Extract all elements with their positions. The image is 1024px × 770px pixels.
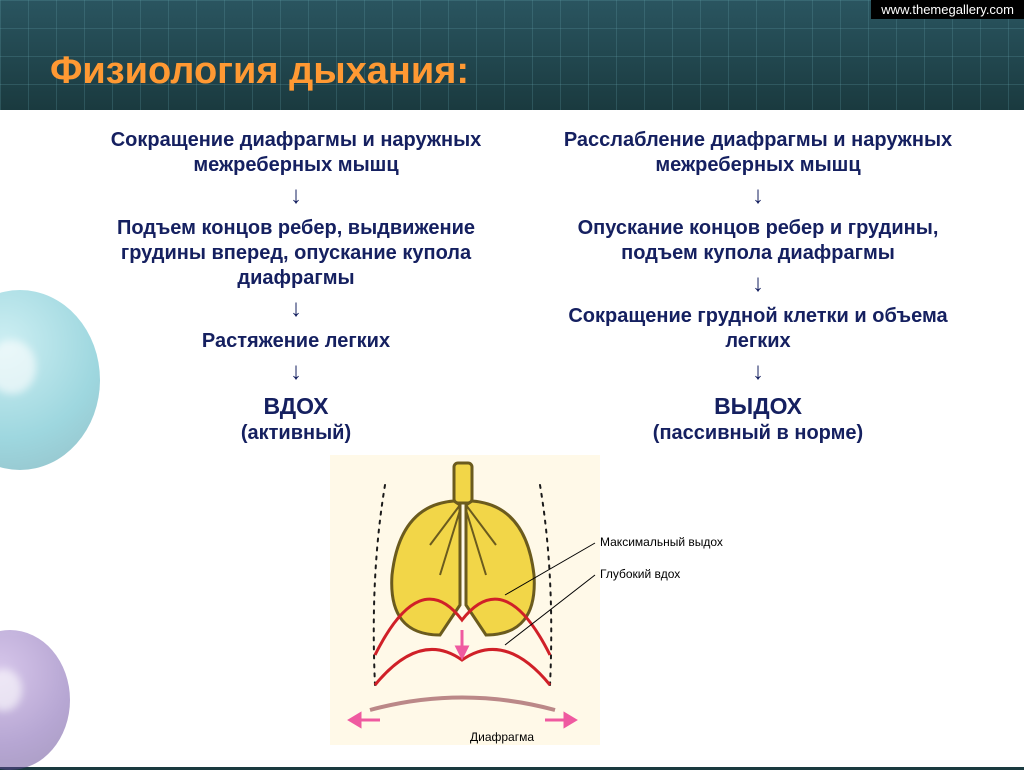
anatomy-svg	[330, 455, 690, 755]
label-deep-inhale: Глубокий вдох	[600, 567, 680, 581]
inhale-sub: (активный)	[241, 422, 351, 444]
exhale-sub: (пассивный в норме)	[653, 422, 863, 444]
exhale-step-2: Опускание концов ребер и грудины, подъем…	[552, 216, 964, 266]
inhale-step-3: Растяжение легких	[90, 329, 502, 354]
exhale-word: ВЫДОХ	[714, 393, 802, 419]
exhale-step-1: Расслабление диафрагмы и наружных межреб…	[552, 128, 964, 178]
inhale-step-1: Сокращение диафрагмы и наружных межребер…	[90, 128, 502, 178]
slide-content: Сокращение диафрагмы и наружных межребер…	[0, 110, 1024, 767]
diaphragm-diagram: Максимальный выдох Глубокий вдох Диафраг…	[330, 455, 690, 755]
down-arrow-icon: ↓	[90, 184, 502, 208]
inhale-step-2: Подъем концов ребер, выдвижение грудины …	[90, 216, 502, 291]
label-max-exhale: Максимальный выдох	[600, 535, 723, 549]
source-url: www.themegallery.com	[871, 0, 1024, 19]
exhale-final: ВЫДОХ (пассивный в норме)	[552, 392, 964, 446]
inhale-word: ВДОХ	[263, 393, 328, 419]
down-arrow-icon: ↓	[552, 360, 964, 384]
down-arrow-icon: ↓	[552, 184, 964, 208]
label-diaphragm: Диафрагма	[470, 730, 534, 744]
slide-title: Физиология дыхания:	[50, 50, 1024, 93]
down-arrow-icon: ↓	[552, 272, 964, 296]
down-arrow-icon: ↓	[90, 297, 502, 321]
inhale-final: ВДОХ (активный)	[90, 392, 502, 446]
exhale-step-3: Сокращение грудной клетки и объема легки…	[552, 304, 964, 354]
down-arrow-icon: ↓	[90, 360, 502, 384]
